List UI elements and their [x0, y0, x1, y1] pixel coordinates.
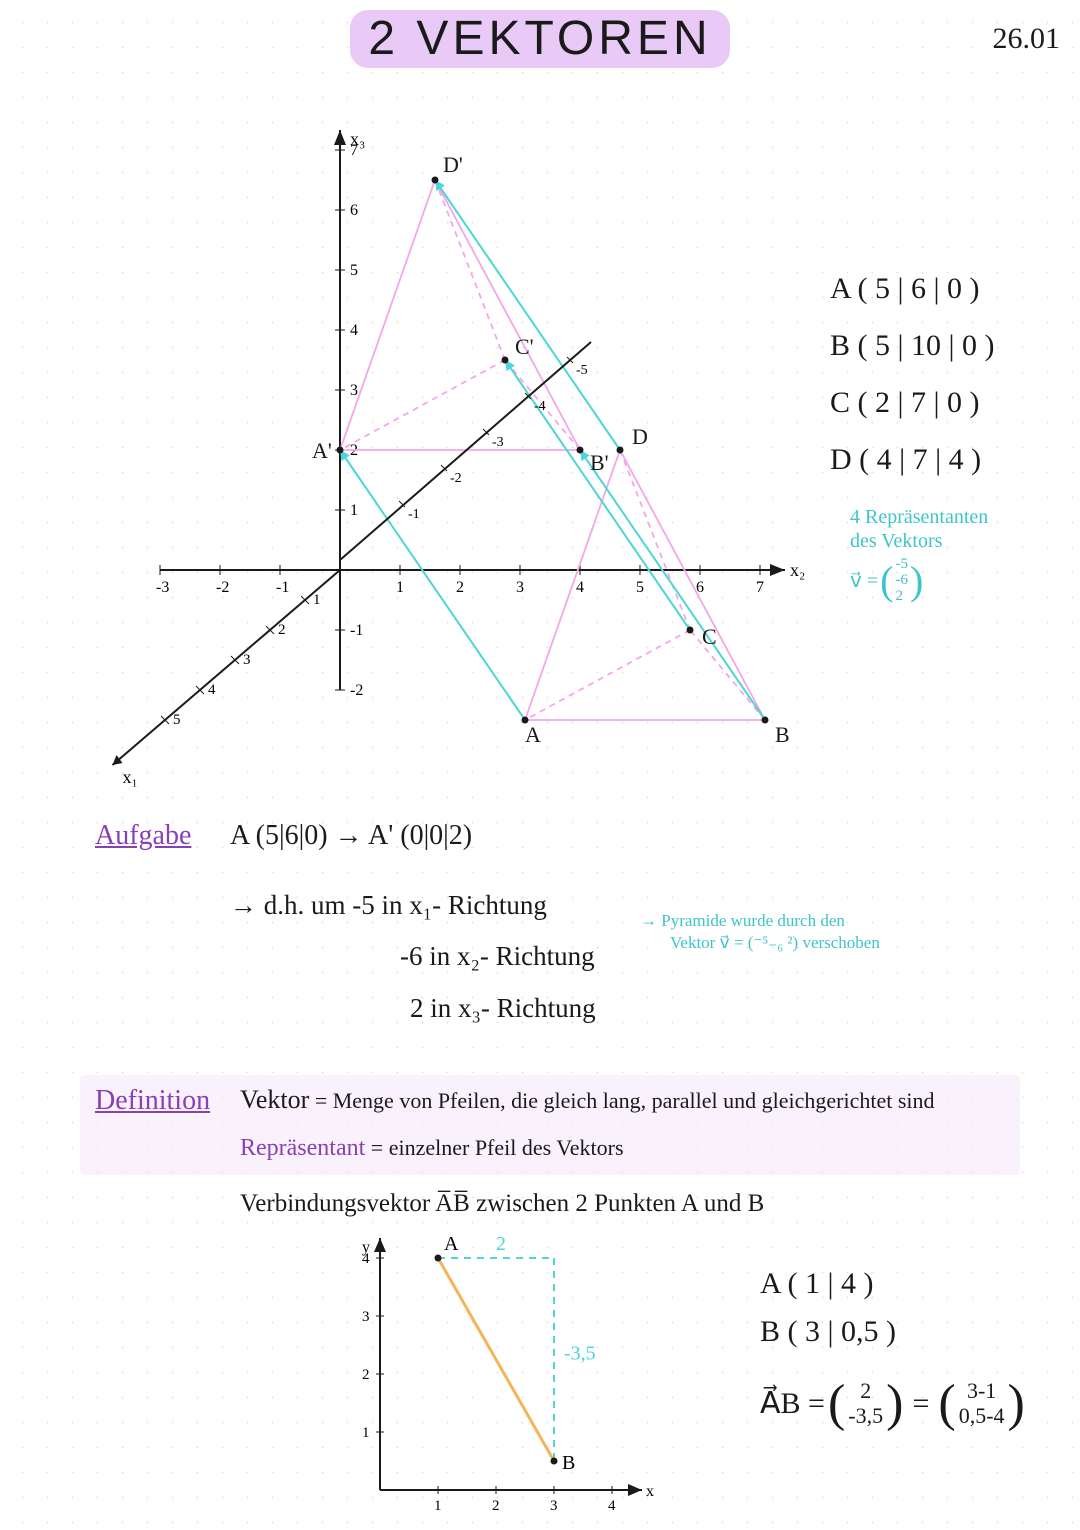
aufgabe-l1: → d.h. um -5 in x₁- Richtung	[230, 880, 596, 931]
aufgabe-lines: → d.h. um -5 in x₁- Richtung -6 in x₂- R…	[230, 880, 596, 1034]
svg-text:4: 4	[208, 682, 216, 698]
svg-text:1: 1	[362, 1425, 370, 1441]
sidenote-l1: 4 Repräsentanten	[850, 505, 988, 529]
sidenote-vec: v⃗ = ( -5 -6 2 )	[850, 557, 988, 605]
sidenote-l2: des Vektors	[850, 529, 988, 553]
svg-text:-2: -2	[350, 682, 363, 699]
def-repr-t: = einzelner Pfeil des Vektors	[371, 1135, 624, 1160]
svg-text:-2: -2	[450, 471, 462, 486]
sv-1: -6	[895, 573, 908, 589]
definition-label: Definition	[95, 1085, 210, 1117]
aufgabe-l3: 2 in x₃- Richtung	[410, 983, 596, 1034]
aufgabe-side-l1: → Pyramide wurde durch den	[640, 910, 880, 932]
v1-1: -3,5	[848, 1404, 883, 1428]
svg-text:1: 1	[434, 1498, 442, 1514]
svg-text:3: 3	[550, 1498, 558, 1514]
svg-text:-3: -3	[492, 435, 504, 450]
svg-text:x₁: x₁	[123, 767, 138, 787]
def-repr: Repräsentant = einzelner Pfeil des Vekto…	[240, 1135, 624, 1162]
svg-text:A: A	[444, 1233, 459, 1255]
svg-text:-5: -5	[576, 363, 588, 378]
svg-text:5: 5	[350, 262, 358, 279]
svg-text:-1: -1	[276, 579, 289, 596]
svg-text:2: 2	[362, 1367, 370, 1383]
svg-text:B: B	[562, 1452, 575, 1474]
svg-text:-3: -3	[156, 579, 169, 596]
svg-text:C: C	[702, 624, 717, 649]
svg-text:2: 2	[492, 1498, 500, 1514]
svg-text:5: 5	[636, 579, 644, 596]
svg-text:4: 4	[350, 322, 358, 339]
coord-c: C ( 2 | 7 | 0 )	[830, 374, 995, 431]
svg-text:6: 6	[350, 202, 358, 219]
svg-text:A': A'	[312, 438, 332, 463]
svg-text:C': C'	[515, 334, 534, 359]
svg-text:-1: -1	[350, 622, 363, 639]
svg-text:5: 5	[173, 712, 181, 728]
svg-text:-1: -1	[408, 507, 420, 522]
vector-side-note: 4 Repräsentanten des Vektors v⃗ = ( -5 -…	[850, 505, 988, 605]
svg-text:2: 2	[278, 622, 286, 638]
svg-text:1: 1	[313, 592, 321, 608]
svg-text:-4: -4	[534, 399, 546, 414]
svg-text:x₂: x₂	[790, 560, 805, 580]
v2-1: 0,5-4	[959, 1404, 1005, 1428]
svg-text:3: 3	[350, 382, 358, 399]
aufgabe-side: → Pyramide wurde durch den Vektor v⃗ = (…	[640, 910, 880, 954]
def-repr-h: Repräsentant	[240, 1135, 365, 1161]
def-vektor-h: Vektor	[240, 1085, 309, 1114]
svg-text:7: 7	[350, 142, 358, 159]
v1-0: 2	[848, 1379, 883, 1403]
svg-text:1: 1	[350, 502, 358, 519]
aufgabe-l2: -6 in x₂- Richtung	[400, 931, 596, 982]
svg-text:B: B	[775, 722, 790, 747]
svg-text:1: 1	[396, 579, 404, 596]
verbindung-right: A ( 1 | 4 ) B ( 3 | 0,5 ) A⃗B = ( 2 -3,5…	[760, 1260, 1028, 1445]
title-container: 2 VEKTOREN	[0, 10, 1080, 68]
svg-text:2: 2	[496, 1233, 506, 1255]
svg-text:4: 4	[608, 1498, 616, 1514]
verb-ab-label: A⃗B =	[760, 1380, 825, 1428]
coord-a: A ( 5 | 6 | 0 )	[830, 260, 995, 317]
page-date: 26.01	[993, 22, 1061, 56]
coord-d: D ( 4 | 7 | 4 )	[830, 431, 995, 488]
title-highlight: 2 VEKTOREN	[350, 10, 729, 68]
verb-b: B ( 3 | 0,5 )	[760, 1308, 1028, 1356]
def-vektor: Vektor = Menge von Pfeilen, die gleich l…	[240, 1085, 935, 1115]
svg-text:3: 3	[243, 652, 251, 668]
verb-ab-eq: A⃗B = ( 2 -3,5 ) = ( 3-1 0,5-4 )	[760, 1362, 1028, 1445]
point-coords-list: A ( 5 | 6 | 0 ) B ( 5 | 10 | 0 ) C ( 2 |…	[830, 260, 995, 488]
svg-text:7: 7	[756, 579, 764, 596]
svg-text:2: 2	[456, 579, 464, 596]
sidenote-vec-label: v⃗ =	[850, 569, 878, 593]
aufgabe-map: A (5|6|0) → A' (0|0|2)	[230, 820, 472, 852]
svg-text:3: 3	[516, 579, 524, 596]
svg-text:B': B'	[590, 450, 609, 475]
page-title: 2 VEKTOREN	[368, 12, 711, 65]
sv-0: -5	[895, 557, 908, 573]
coordinate-diagram-2d: xy123412342-3,5AB	[310, 1210, 830, 1530]
svg-text:4: 4	[576, 579, 584, 596]
aufgabe-side-l2: Vektor v⃗ = (⁻⁵₋₆ ²) verschoben	[670, 932, 880, 954]
aufgabe-label: Aufgabe	[95, 820, 191, 852]
def-vektor-t: = Menge von Pfeilen, die gleich lang, pa…	[315, 1088, 935, 1113]
svg-text:A: A	[525, 722, 541, 747]
sv-2: 2	[895, 589, 908, 605]
svg-text:x: x	[646, 1483, 654, 1500]
v2-0: 3-1	[959, 1379, 1005, 1403]
svg-text:3: 3	[362, 1309, 370, 1325]
svg-text:-2: -2	[216, 579, 229, 596]
svg-text:D': D'	[443, 152, 463, 177]
svg-text:4: 4	[362, 1251, 370, 1267]
coord-b: B ( 5 | 10 | 0 )	[830, 317, 995, 374]
svg-text:-3,5: -3,5	[564, 1343, 596, 1365]
svg-text:D: D	[632, 424, 648, 449]
verb-a: A ( 1 | 4 )	[760, 1260, 1028, 1308]
